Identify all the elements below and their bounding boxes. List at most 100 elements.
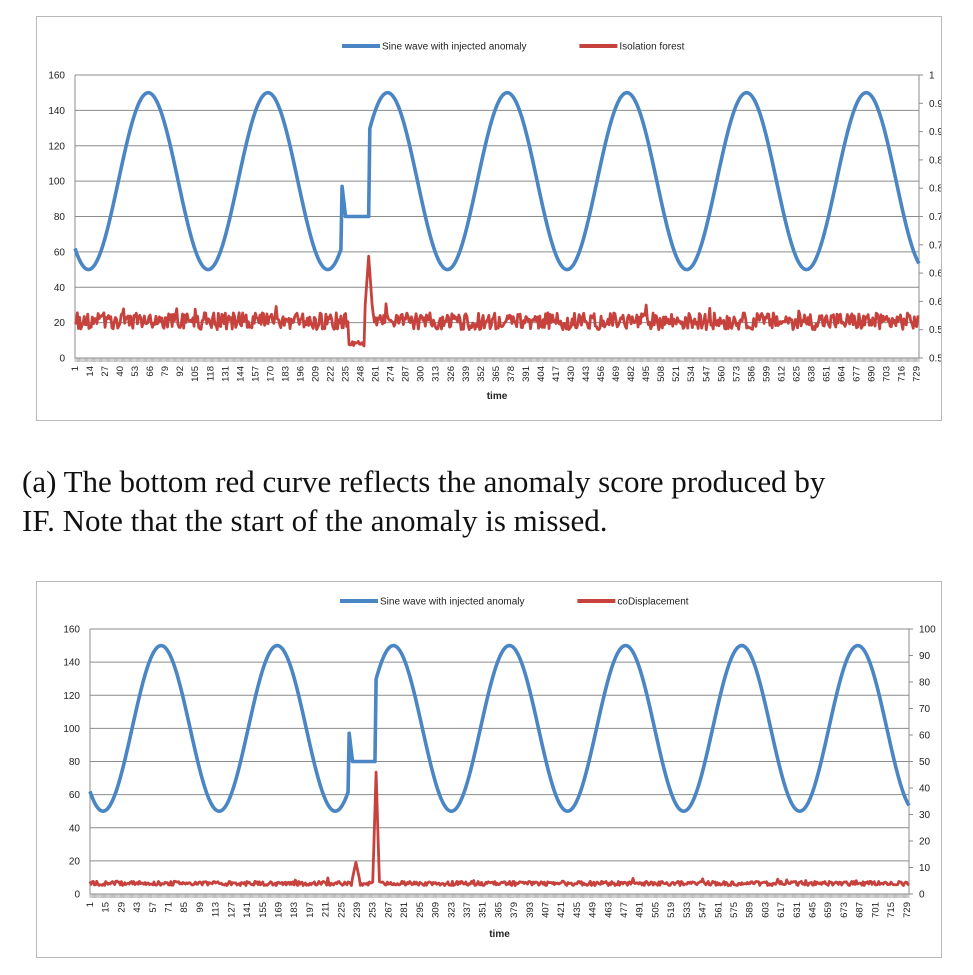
- y-right-tick-label: 90: [919, 651, 931, 662]
- y-right-tick-label: 0.9: [929, 127, 941, 138]
- x-tick-label: 505: [650, 902, 661, 918]
- x-tick-label: 495: [641, 366, 652, 382]
- x-tick-label: 638: [806, 366, 817, 382]
- x-tick-label: 239: [352, 902, 363, 918]
- x-tick-label: 92: [175, 366, 186, 377]
- y-right-tick-label: 0.5: [929, 354, 941, 365]
- x-tick-label: 716: [897, 366, 908, 382]
- y-right-tick-label: 1: [929, 71, 935, 82]
- x-tick-label: 248: [356, 366, 367, 382]
- caption-line-1: (a) The bottom red curve reflects the an…: [22, 464, 826, 499]
- x-tick-label: 339: [461, 366, 472, 382]
- x-tick-label: 222: [326, 366, 337, 382]
- x-tick-label: 449: [588, 902, 599, 918]
- y-right-tick-label: 0.8: [929, 184, 941, 195]
- y-left-tick-label: 80: [69, 757, 81, 768]
- x-tick-label: 141: [242, 902, 253, 918]
- x-tick-label: 183: [289, 902, 300, 918]
- y-left-tick-label: 20: [54, 318, 66, 329]
- x-tick-label: 15: [101, 902, 112, 913]
- x-tick-label: 1: [70, 366, 81, 371]
- legend-label: Sine wave with injected anomaly: [382, 42, 527, 53]
- legend-label: Sine wave with injected anomaly: [380, 597, 525, 608]
- x-tick-label: 687: [855, 902, 866, 918]
- x-tick-label: 547: [701, 366, 712, 382]
- x-tick-label: 631: [792, 902, 803, 918]
- x-tick-label: 66: [145, 366, 156, 377]
- y-left-tick-label: 40: [54, 283, 66, 294]
- y-right-tick-label: 0.75: [929, 212, 941, 223]
- y-right-tick-label: 0.55: [929, 325, 941, 336]
- y-left-tick-label: 60: [54, 247, 66, 258]
- x-tick-label: 170: [265, 366, 276, 382]
- y-left-tick-label: 60: [69, 790, 81, 801]
- y-right-tick-label: 10: [919, 863, 931, 874]
- x-tick-label: 664: [837, 366, 848, 382]
- y-left-tick-label: 140: [63, 658, 80, 669]
- y-left-tick-label: 80: [54, 212, 66, 223]
- x-tick-label: 27: [100, 366, 111, 377]
- x-tick-label: 118: [205, 366, 216, 381]
- x-tick-label: 508: [656, 366, 667, 382]
- y-left-tick-label: 0: [74, 890, 80, 901]
- y-left-tick-label: 100: [48, 177, 65, 188]
- chart-a-svg: 0204060801001201401600.50.550.60.650.70.…: [48, 42, 941, 403]
- x-tick-label: 534: [686, 366, 697, 382]
- x-tick-label: 235: [341, 366, 352, 382]
- legend-label: coDisplacement: [617, 597, 688, 608]
- x-tick-label: 519: [666, 902, 677, 918]
- x-tick-label: 79: [160, 366, 171, 377]
- x-tick-label: 326: [446, 366, 457, 382]
- x-tick-label: 155: [258, 902, 269, 918]
- y-left-tick-label: 120: [48, 141, 65, 152]
- x-tick-label: 300: [416, 366, 427, 382]
- x-tick-label: 482: [626, 366, 637, 382]
- x-tick-label: 281: [399, 902, 410, 918]
- x-tick-label: 127: [226, 902, 237, 918]
- sine-series-line: [73, 90, 921, 272]
- x-tick-label: 71: [164, 902, 175, 913]
- y-left-tick-label: 0: [59, 354, 65, 365]
- x-tick-label: 690: [867, 366, 878, 382]
- x-tick-label: 365: [493, 902, 504, 918]
- x-tick-label: 287: [401, 366, 412, 382]
- y-right-tick-label: 0.7: [929, 240, 941, 251]
- figure-caption: (a) The bottom red curve reflects the an…: [22, 462, 972, 540]
- x-tick-label: 211: [321, 902, 332, 917]
- score-series-line: [88, 770, 910, 888]
- y-left-tick-label: 120: [63, 691, 80, 702]
- x-tick-label: 169: [273, 902, 284, 918]
- y-right-tick-label: 0.85: [929, 155, 941, 166]
- y-left-tick-label: 40: [69, 823, 81, 834]
- y-left-tick-label: 20: [69, 856, 81, 867]
- chart-b-svg: 0 20 40 60 80 100 120 140 160 0 10 20 30 40 50 60 70 80 90…: [63, 597, 936, 941]
- x-tick-label: 313: [431, 366, 442, 382]
- y-right-tick-label: 100: [919, 625, 936, 636]
- x-tick-label: 1: [85, 902, 96, 907]
- x-tick-label: 435: [572, 902, 583, 918]
- x-tick-label: 209: [310, 366, 321, 382]
- y-right-tick-label: 70: [919, 704, 931, 715]
- x-tick-label: 197: [305, 902, 316, 918]
- x-tick-label: 703: [882, 366, 893, 382]
- x-tick-label: 261: [371, 366, 382, 382]
- y-right-tick-label: 0.6: [929, 297, 941, 308]
- x-tick-label: 267: [383, 902, 394, 918]
- x-axis-label: time: [487, 391, 508, 402]
- x-tick-label: 14: [85, 366, 96, 377]
- x-tick-label: 404: [536, 366, 547, 382]
- y-right-tick-label: 0: [919, 890, 925, 901]
- x-tick-label: 729: [912, 366, 923, 382]
- x-tick-label: 225: [336, 902, 347, 918]
- x-tick-label: 131: [220, 366, 231, 382]
- x-tick-label: 274: [386, 366, 397, 382]
- x-tick-label: 337: [462, 902, 473, 918]
- x-tick-label: 53: [130, 366, 141, 377]
- x-tick-label: 144: [235, 366, 246, 382]
- x-tick-label: 491: [635, 902, 646, 918]
- x-tick-label: 40: [115, 366, 126, 377]
- x-tick-label: 547: [698, 902, 709, 918]
- x-tick-label: 521: [671, 366, 682, 382]
- x-tick-label: 677: [852, 366, 863, 382]
- x-tick-label: 443: [581, 366, 592, 382]
